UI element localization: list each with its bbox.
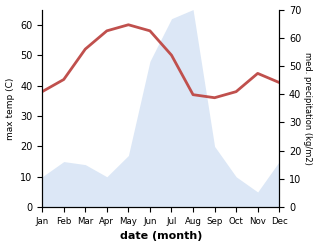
Y-axis label: max temp (C): max temp (C)	[5, 77, 15, 140]
Y-axis label: med. precipitation (kg/m2): med. precipitation (kg/m2)	[303, 52, 313, 165]
X-axis label: date (month): date (month)	[120, 231, 202, 242]
